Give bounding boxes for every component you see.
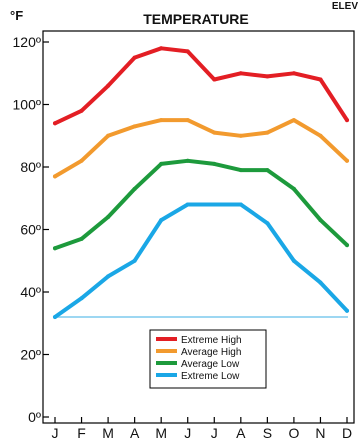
x-tick-label: S bbox=[263, 425, 272, 441]
data-point-extreme-low bbox=[185, 202, 190, 207]
legend-label: Extreme High bbox=[181, 335, 242, 346]
data-point-extreme-low bbox=[132, 258, 137, 263]
series-line-average-low bbox=[53, 158, 349, 251]
data-point-extreme-low bbox=[212, 202, 217, 207]
series-layer bbox=[53, 46, 349, 319]
data-point-extreme-low bbox=[53, 315, 57, 319]
data-point-extreme-low bbox=[265, 221, 270, 226]
y-tick-label: 40º bbox=[20, 284, 41, 300]
data-point-average-low bbox=[132, 186, 137, 191]
data-point-average-low bbox=[265, 168, 270, 173]
data-point-extreme-high bbox=[212, 77, 217, 82]
data-point-average-low bbox=[318, 218, 323, 223]
data-point-average-high bbox=[185, 118, 190, 123]
data-point-extreme-high bbox=[265, 74, 270, 79]
x-tick-label: J bbox=[211, 425, 218, 441]
data-point-extreme-low bbox=[291, 258, 296, 263]
data-point-extreme-high bbox=[345, 118, 349, 123]
data-point-average-low bbox=[159, 161, 164, 166]
data-point-average-high bbox=[318, 133, 323, 138]
data-point-extreme-high bbox=[106, 83, 111, 88]
data-point-extreme-low bbox=[159, 218, 164, 223]
y-tick-label: 80º bbox=[20, 159, 41, 175]
x-tick-label: J bbox=[184, 425, 191, 441]
series-line-average-high bbox=[53, 118, 349, 179]
data-point-average-high bbox=[79, 158, 84, 163]
data-point-extreme-high bbox=[185, 49, 190, 54]
data-point-extreme-low bbox=[318, 280, 323, 285]
data-point-average-high bbox=[345, 158, 349, 163]
y-tick-label: 100º bbox=[13, 97, 41, 113]
data-point-average-high bbox=[265, 130, 270, 135]
data-point-average-high bbox=[238, 133, 243, 138]
data-point-average-high bbox=[159, 118, 164, 123]
legend-label: Extreme Low bbox=[181, 371, 240, 382]
data-point-extreme-high bbox=[53, 121, 57, 126]
corner-label: ELEV bbox=[332, 1, 358, 12]
data-point-extreme-high bbox=[238, 71, 243, 76]
data-point-average-high bbox=[53, 174, 57, 179]
chart-title: TEMPERATURE bbox=[143, 11, 249, 27]
y-axis: 0º 20º 40º 60º 80º 100º 120º bbox=[13, 34, 49, 425]
legend-label: Average Low bbox=[181, 359, 240, 370]
x-tick-label: F bbox=[77, 425, 86, 441]
data-point-extreme-high bbox=[132, 55, 137, 60]
data-point-average-low bbox=[238, 168, 243, 173]
data-point-average-low bbox=[212, 161, 217, 166]
data-point-extreme-low bbox=[106, 274, 111, 279]
data-point-average-low bbox=[79, 236, 84, 241]
data-point-average-low bbox=[291, 186, 296, 191]
y-axis-unit-label: °F bbox=[10, 8, 23, 23]
x-tick-label: D bbox=[342, 425, 352, 441]
data-point-average-low bbox=[106, 215, 111, 219]
x-tick-label: O bbox=[288, 425, 299, 441]
data-point-extreme-low bbox=[79, 296, 84, 301]
data-point-average-low bbox=[345, 243, 349, 248]
y-tick-label: 60º bbox=[20, 222, 41, 238]
data-point-extreme-low bbox=[238, 202, 243, 207]
data-point-average-low bbox=[185, 158, 190, 163]
x-tick-label: J bbox=[52, 425, 59, 441]
x-tick-label: M bbox=[155, 425, 167, 441]
data-point-average-low bbox=[53, 246, 57, 251]
x-tick-label: M bbox=[102, 425, 114, 441]
x-tick-label: A bbox=[130, 425, 140, 441]
x-tick-label: N bbox=[315, 425, 325, 441]
data-point-average-high bbox=[132, 124, 137, 129]
series-line-extreme-high bbox=[53, 46, 349, 126]
data-point-extreme-high bbox=[291, 71, 296, 76]
y-tick-label: 0º bbox=[28, 409, 41, 425]
y-tick-label: 120º bbox=[13, 34, 41, 50]
legend-label: Average High bbox=[181, 347, 241, 358]
data-point-extreme-high bbox=[159, 46, 164, 51]
data-point-average-high bbox=[106, 133, 111, 138]
y-tick-label: 20º bbox=[20, 347, 41, 363]
x-tick-label: A bbox=[236, 425, 246, 441]
data-point-average-high bbox=[212, 130, 217, 135]
data-point-extreme-low bbox=[345, 308, 349, 313]
data-point-extreme-high bbox=[318, 77, 323, 82]
data-point-average-high bbox=[291, 118, 296, 123]
data-point-extreme-high bbox=[79, 108, 84, 113]
series-line-extreme-low bbox=[53, 202, 349, 319]
